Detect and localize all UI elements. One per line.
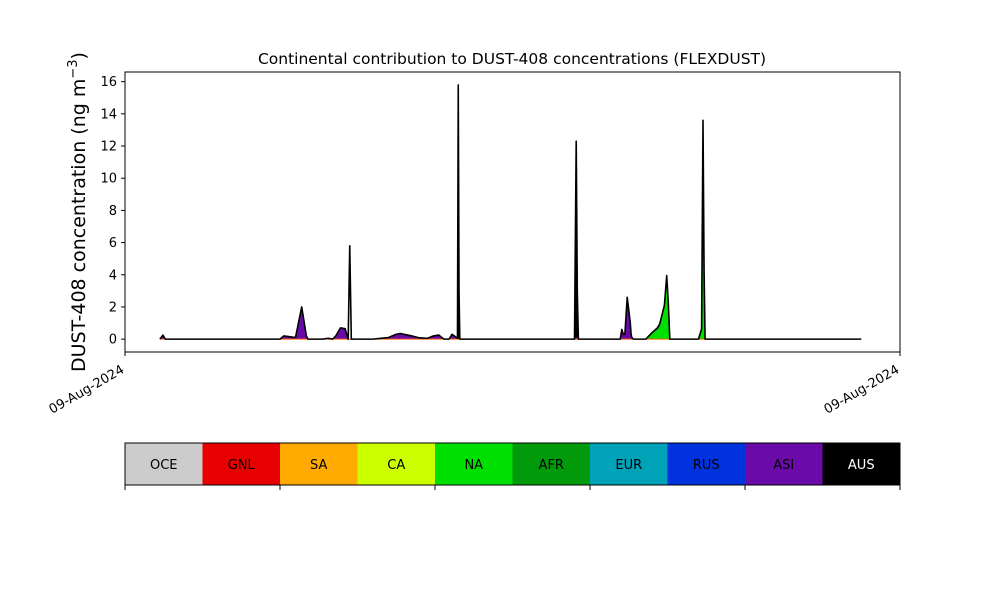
- legend-swatch-asi: [745, 443, 823, 485]
- x-axis: 09-Aug-2024 09-Aug-2024: [47, 352, 902, 418]
- legend-label-eur: EUR: [615, 458, 642, 473]
- y-tick-label-2: 2: [109, 300, 117, 315]
- legend-swatch-eur: [590, 443, 668, 485]
- legend-swatch-afr: [512, 443, 591, 485]
- legend-swatch-aus: [822, 443, 901, 485]
- legend-label-oce: OCE: [150, 458, 178, 473]
- series-area-na: [159, 250, 862, 340]
- y-axis-label-close: ): [68, 52, 90, 59]
- legend-label-ca: CA: [387, 458, 405, 473]
- y-tick-label-0: 0: [109, 333, 117, 348]
- plot-frame: [124, 71, 901, 353]
- y-tick-label-14: 14: [100, 107, 117, 122]
- y-tick-label-12: 12: [100, 140, 117, 155]
- y-axis-label-main: DUST-408 concentration (ng m: [68, 79, 90, 372]
- legend-label-aus: AUS: [848, 458, 875, 473]
- y-axis: 0 2 4 6 8 10 12 14 16: [100, 75, 125, 348]
- legend-label-sa: SA: [310, 458, 327, 473]
- legend-label-gnl: GNL: [228, 458, 256, 473]
- legend-swatch-na: [435, 443, 513, 485]
- plot-area: [124, 71, 901, 353]
- legend-label-asi: ASI: [773, 458, 794, 473]
- y-axis-label: DUST-408 concentration (ng m−3): [66, 52, 90, 372]
- legend-swatch-ca: [357, 443, 436, 485]
- legend-label-afr: AFR: [539, 458, 564, 473]
- legend-label-na: NA: [464, 458, 483, 473]
- y-axis-label-exponent: −3: [66, 59, 81, 78]
- x-tick-label-1: 09-Aug-2024: [822, 362, 902, 417]
- legend-swatch-oce: [125, 443, 203, 485]
- y-tick-label-6: 6: [109, 236, 117, 251]
- legend-label-rus: RUS: [693, 458, 720, 473]
- legend-swatch-rus: [667, 443, 746, 485]
- series-area-aus: [159, 84, 862, 340]
- plot-series-group: [159, 84, 862, 340]
- chart-title: Continental contribution to DUST-408 con…: [258, 50, 766, 68]
- y-tick-label-16: 16: [100, 75, 117, 90]
- legend: OCE GNL SA CA NA AFR EUR RUS ASI AUS: [124, 442, 901, 490]
- legend-swatch-sa: [280, 443, 358, 485]
- legend-frame: [124, 442, 901, 486]
- total-outline: [159, 84, 862, 340]
- y-tick-label-4: 4: [109, 268, 117, 283]
- legend-swatch-gnl: [202, 443, 281, 485]
- y-tick-label-8: 8: [109, 204, 117, 219]
- series-area-asi: [159, 245, 862, 340]
- y-tick-label-10: 10: [100, 172, 117, 187]
